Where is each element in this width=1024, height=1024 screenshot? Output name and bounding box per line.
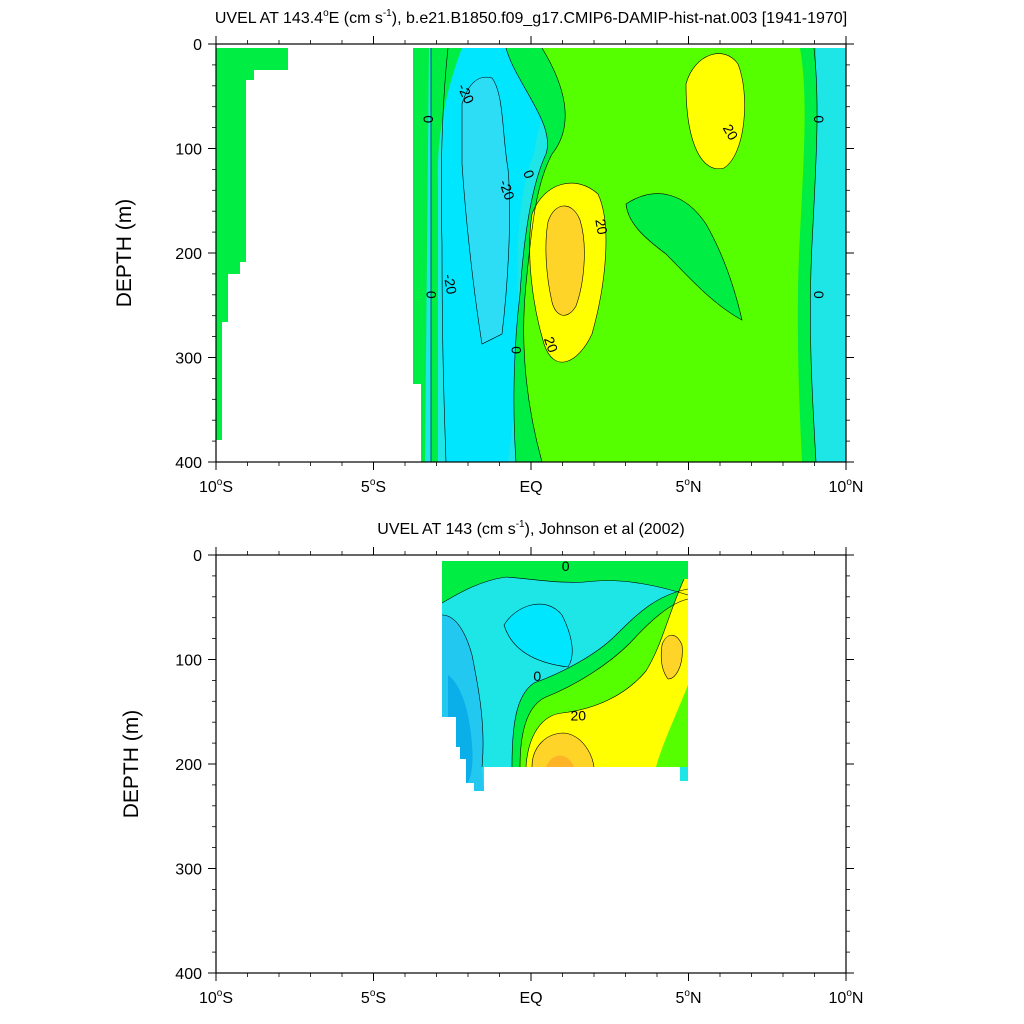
contour-line (529, 182, 607, 363)
x-tick-label: 10oN (829, 988, 864, 1007)
contour-line (525, 578, 685, 768)
y-tick-label: 400 (175, 966, 202, 983)
y-tick-label: 0 (193, 37, 202, 54)
x-tick-label: 5oS (361, 988, 386, 1007)
contour-label: 0 (811, 115, 827, 123)
contour-line (511, 588, 689, 768)
contour-line (441, 576, 689, 604)
fill-pos20-upper (686, 53, 745, 169)
x-tick-label: 10oS (199, 988, 233, 1007)
panel-1-ticks (208, 36, 854, 470)
contour-label: 0 (509, 346, 525, 354)
obs-fill-pos20 (526, 579, 688, 767)
obs-fill-neg20-core (504, 604, 573, 667)
contour-label: -20 (454, 81, 477, 106)
contour-line (441, 614, 484, 768)
contour-line (625, 193, 743, 321)
y-tick-label: 300 (175, 862, 202, 879)
fill-zero-west (216, 48, 288, 440)
fill-zero-lobe (626, 193, 742, 320)
panel-1: UVEL AT 143.4oE (cm s-1), b.e21.B1850.f0… (113, 8, 863, 496)
fill-pos30-lower (545, 205, 585, 316)
obs-fill-pos30 (532, 733, 594, 767)
panel-2-plot-area: 0 0 20 (208, 547, 854, 981)
y-tick-label: 200 (175, 246, 202, 263)
panel-2-contour-fills (442, 561, 688, 791)
panel-1-y-tick-labels: 0 100 200 300 400 (175, 37, 202, 472)
contour-label: 0 (423, 291, 439, 299)
contour-line (440, 47, 449, 463)
panel-1-ylabel: DEPTH (m) (113, 199, 136, 308)
contour-label: 20 (541, 334, 561, 354)
panel-1-title: UVEL AT 143.4oE (cm s-1), b.e21.B1850.f0… (215, 8, 847, 27)
contour-line (461, 76, 510, 345)
contour-line (531, 732, 595, 768)
panel-2-ticks (208, 547, 854, 981)
contour-label: 0 (420, 115, 436, 123)
obs-fill-pos30-east (661, 635, 683, 679)
contour-line (810, 47, 818, 463)
x-tick-label: 10oS (199, 477, 233, 496)
panel-2-contour-labels: 0 0 20 (533, 558, 586, 723)
x-tick-label: 5oN (675, 988, 701, 1007)
y-tick-label: 100 (175, 142, 202, 159)
contour-line (523, 47, 566, 463)
fill-east-band (809, 48, 846, 462)
x-tick-label: EQ (519, 479, 542, 496)
panel-2-contour-lines (441, 576, 689, 768)
contour-label: 20 (720, 121, 742, 143)
y-tick-label: 200 (175, 757, 202, 774)
y-tick-label: 400 (175, 455, 202, 472)
contour-label: 20 (592, 218, 610, 236)
contour-label: 20 (570, 708, 586, 724)
fill-neg30 (462, 77, 510, 344)
y-tick-label: 300 (175, 351, 202, 368)
contour-line (685, 53, 745, 170)
panel-2-title: UVEL AT 143 (cm s-1), Johnson et al (200… (377, 519, 684, 538)
y-tick-label: 100 (175, 653, 202, 670)
x-tick-label: 5oS (361, 477, 386, 496)
contour-label: -20 (496, 178, 518, 203)
x-tick-label: 10oN (829, 477, 864, 496)
panel-2: UVEL AT 143 (cm s-1), Johnson et al (200… (120, 519, 863, 1007)
panel-1-x-tick-labels: 10oS 5oS EQ 5oN 10oN (199, 477, 863, 496)
y-tick-label: 0 (193, 548, 202, 565)
panel-2-x-tick-labels: 10oS 5oS EQ 5oN 10oN (199, 988, 863, 1007)
obs-fill-neg30 (448, 675, 473, 783)
contour-line (660, 634, 683, 680)
panel-2-y-tick-labels: 0 100 200 300 400 (175, 548, 202, 983)
contour-label: 0 (533, 668, 541, 684)
panel-1-contour-lines (430, 47, 818, 463)
obs-fill-pos40 (546, 755, 574, 767)
contour-label: 0 (562, 558, 570, 574)
panel-1-contour-fills (216, 48, 846, 462)
x-tick-label: EQ (519, 990, 542, 1007)
contour-label: -20 (441, 273, 460, 296)
contour-label: 0 (811, 291, 827, 299)
fill-zero-west-band (431, 48, 462, 462)
contour-line (519, 598, 689, 768)
x-tick-label: 5oN (675, 477, 701, 496)
contour-line (505, 47, 548, 463)
fill-east-green-edge (797, 48, 818, 462)
contour-line (503, 603, 573, 668)
panel-2-ylabel: DEPTH (m) (120, 710, 143, 819)
